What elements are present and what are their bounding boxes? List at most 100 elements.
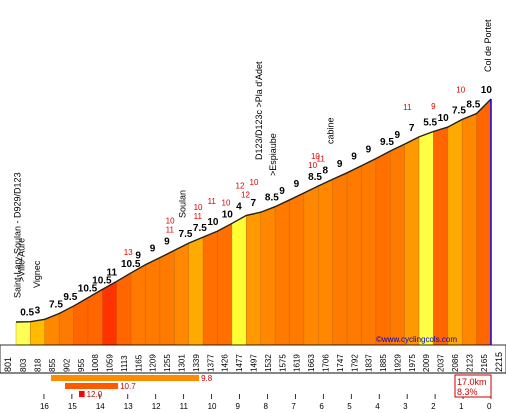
profile-segment	[217, 223, 233, 346]
place-label: >Espiaube	[268, 133, 278, 176]
steep-bar	[79, 391, 85, 397]
x-tick-label: 0	[487, 402, 492, 411]
altitude-label: 1663	[307, 354, 316, 372]
profile-segment	[346, 165, 362, 346]
profile-segment	[15, 321, 31, 346]
altitude-label: 1885	[379, 354, 388, 372]
grade-label: 7	[409, 123, 415, 134]
grade-label: 7.5	[49, 299, 63, 310]
grade-label: 7.5	[193, 223, 207, 234]
altitude-label: 1747	[336, 354, 345, 372]
profile-outline	[15, 98, 492, 323]
altitude-label: 2086	[451, 354, 460, 372]
grade-label: 7	[251, 198, 257, 209]
grade-label: 9	[366, 145, 372, 156]
place-label: cabine	[325, 117, 335, 144]
max-grade-label: 10	[308, 161, 317, 170]
profile-segment	[289, 192, 305, 346]
profile-segment	[418, 131, 434, 346]
x-tick-label: 2	[431, 402, 436, 411]
altitude-label: 1255	[163, 354, 172, 372]
x-tick-label: 10	[208, 402, 217, 411]
profile-segment	[404, 136, 420, 346]
x-tick-label: 5	[347, 402, 352, 411]
profile-segment	[260, 206, 276, 346]
profile-segment	[174, 242, 189, 346]
grade-label: 9	[337, 159, 343, 170]
x-tick-label: 9	[236, 402, 241, 411]
grade-label: 7.5	[179, 229, 193, 240]
grade-label: 10.5	[78, 284, 98, 295]
x-tick-label: 4	[375, 402, 380, 411]
x-tick-label: 7	[291, 402, 296, 411]
grade-label: 10	[222, 209, 234, 220]
profile-segment	[102, 281, 117, 346]
altitude-label: 1792	[350, 354, 359, 372]
grade-label: 0.5	[20, 308, 34, 319]
max-grade-label: 10	[166, 216, 175, 225]
altitude-label: 1532	[264, 354, 273, 372]
grade-label: 7.5	[452, 105, 466, 116]
place-label: Saint-Lary-Soulan - D929/D123	[12, 172, 22, 298]
grade-label: 9	[150, 244, 156, 255]
altitude-label: 1059	[106, 354, 115, 372]
max-grade-label: 13	[124, 248, 133, 257]
start-altitude-label: 801	[3, 357, 13, 372]
grade-label: 9	[164, 236, 170, 247]
profile-segment	[188, 236, 204, 346]
grade-label: 9	[294, 179, 300, 190]
x-tick-label: 13	[124, 402, 133, 411]
altitude-label: 2123	[465, 354, 474, 372]
profile-segment	[231, 215, 247, 346]
grade-label: 5.5	[423, 117, 437, 128]
steep-bar-label: 9.8	[201, 374, 213, 383]
profile-segment	[303, 185, 319, 346]
grade-label: 10.5	[121, 259, 141, 270]
max-grade-label: 10	[250, 178, 259, 187]
profile-segment	[318, 179, 333, 346]
place-label: Col de Portet	[483, 19, 493, 72]
summary-grade: 8.3%	[457, 387, 478, 397]
max-grade-label: 11	[194, 212, 203, 221]
grade-label: 10	[207, 217, 219, 228]
grade-label: 9	[279, 186, 285, 197]
grade-label: 8.5	[466, 100, 480, 111]
altitude-label: 2037	[437, 354, 446, 372]
altitude-label: 803	[19, 358, 28, 372]
max-grade-label: 11	[208, 197, 217, 206]
grade-label: 9.5	[380, 137, 394, 148]
steep-bar	[65, 383, 119, 389]
grade-label: 10	[438, 113, 450, 124]
x-tick-label: 14	[96, 402, 105, 411]
x-tick-label: 15	[68, 402, 77, 411]
altitude-label: 1301	[178, 354, 187, 372]
site-credit[interactable]: ©www.cyclingcols.com	[376, 335, 457, 344]
x-tick-label: 8	[263, 402, 268, 411]
summary-distance: 17.0km	[457, 377, 487, 387]
steep-section-bars: 9.8 10.7 12.0	[51, 374, 213, 399]
max-grade-label: 9	[431, 102, 436, 111]
max-grade-label: 10	[456, 85, 465, 94]
profile-segment	[447, 119, 463, 346]
altitude-label: 855	[48, 358, 57, 372]
altitude-label: 902	[62, 358, 71, 372]
altitude-label: 1209	[149, 354, 158, 372]
profile-segment	[30, 319, 45, 346]
x-tick-label: 11	[180, 402, 189, 411]
x-tick-label: 6	[319, 402, 324, 411]
steep-bar	[51, 375, 200, 381]
grade-label: 9	[394, 130, 400, 141]
altitude-label: 1975	[408, 354, 417, 372]
grade-label: 3	[35, 305, 41, 316]
altitude-label: 1113	[120, 355, 129, 372]
altitude-label: 1008	[91, 354, 100, 372]
steep-bar-label: 12.0	[87, 390, 103, 399]
max-grade-label: 10	[311, 152, 320, 161]
profile-segment	[361, 158, 376, 346]
summary-box	[454, 374, 492, 398]
altitude-label: 1929	[393, 354, 402, 372]
steep-bar-label: 10.7	[120, 382, 136, 391]
